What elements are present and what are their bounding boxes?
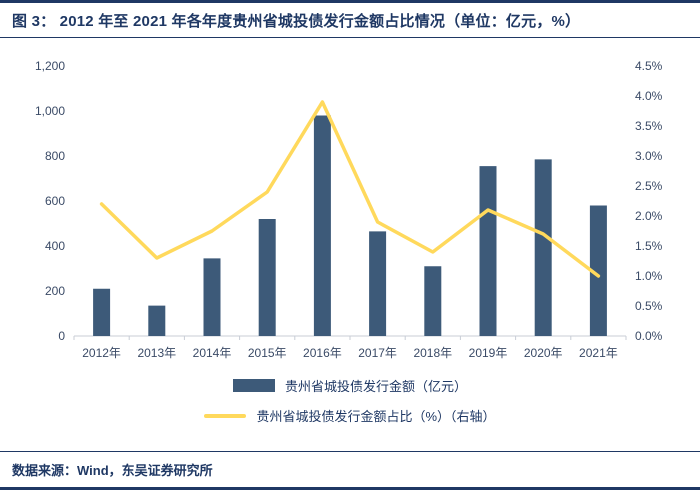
bar-series-swatch [232,379,275,392]
svg-text:2018年: 2018年 [413,346,452,360]
bottom-rule [0,487,700,490]
svg-text:0.5%: 0.5% [635,299,663,313]
svg-text:2020年: 2020年 [524,346,563,360]
line-series-label: 贵州省城投债发行金额占比（%）（右轴） [256,409,496,424]
chart-canvas: 0 200 400 600 800 1,000 1,200 0.0% 0.5% 1.0% 1.5% 2… [35,59,663,360]
svg-text:1,000: 1,000 [35,104,65,118]
svg-text:1,200: 1,200 [35,59,65,73]
chart-legend: 贵州省城投债发行金额（亿元） 贵州省城投债发行金额占比（%）（右轴） [0,370,700,437]
svg-text:2013年: 2013年 [137,346,176,360]
figure-footer: 数据来源：Wind，东吴证券研究所 [0,451,700,490]
svg-text:600: 600 [45,194,65,208]
svg-text:2014年: 2014年 [193,346,232,360]
svg-text:800: 800 [45,149,65,163]
svg-text:2.0%: 2.0% [635,209,663,223]
svg-text:0: 0 [58,329,65,343]
legend-item-bar: 贵州省城投债发行金额（亿元） [232,376,467,395]
svg-text:4.0%: 4.0% [635,89,663,103]
svg-text:3.5%: 3.5% [635,119,663,133]
svg-text:4.5%: 4.5% [635,59,663,73]
legend-item-line: 贵州省城投债发行金额占比（%）（右轴） [204,406,496,425]
svg-text:2015年: 2015年 [248,346,287,360]
svg-text:0.0%: 0.0% [635,329,663,343]
svg-text:2019年: 2019年 [469,346,508,360]
svg-text:1.5%: 1.5% [635,239,663,253]
figure-header: 图 3： 2012 年至 2021 年各年度贵州省城投债发行金额占比情况（单位：… [0,3,700,37]
data-source: 数据来源：Wind，东吴证券研究所 [12,463,213,478]
svg-text:400: 400 [45,239,65,253]
title-divider [0,37,700,38]
top-rule [0,0,700,3]
figure-title: 图 3： 2012 年至 2021 年各年度贵州省城投债发行金额占比情况（单位：… [12,13,581,30]
svg-text:2016年: 2016年 [303,346,342,360]
bar-series-label: 贵州省城投债发行金额（亿元） [284,379,467,394]
svg-text:2017年: 2017年 [358,346,397,360]
svg-text:200: 200 [45,284,65,298]
line-series-swatch [204,413,247,418]
svg-text:2012年: 2012年 [82,346,121,360]
svg-text:1.0%: 1.0% [635,269,663,283]
chart-area: 0 200 400 600 800 1,000 1,200 0.0% 0.5% 1.0% 1.5% 2… [0,38,700,370]
svg-text:3.0%: 3.0% [635,149,663,163]
footer-top-rule [0,451,700,452]
svg-text:2021年: 2021年 [579,346,618,360]
svg-text:2.5%: 2.5% [635,179,663,193]
